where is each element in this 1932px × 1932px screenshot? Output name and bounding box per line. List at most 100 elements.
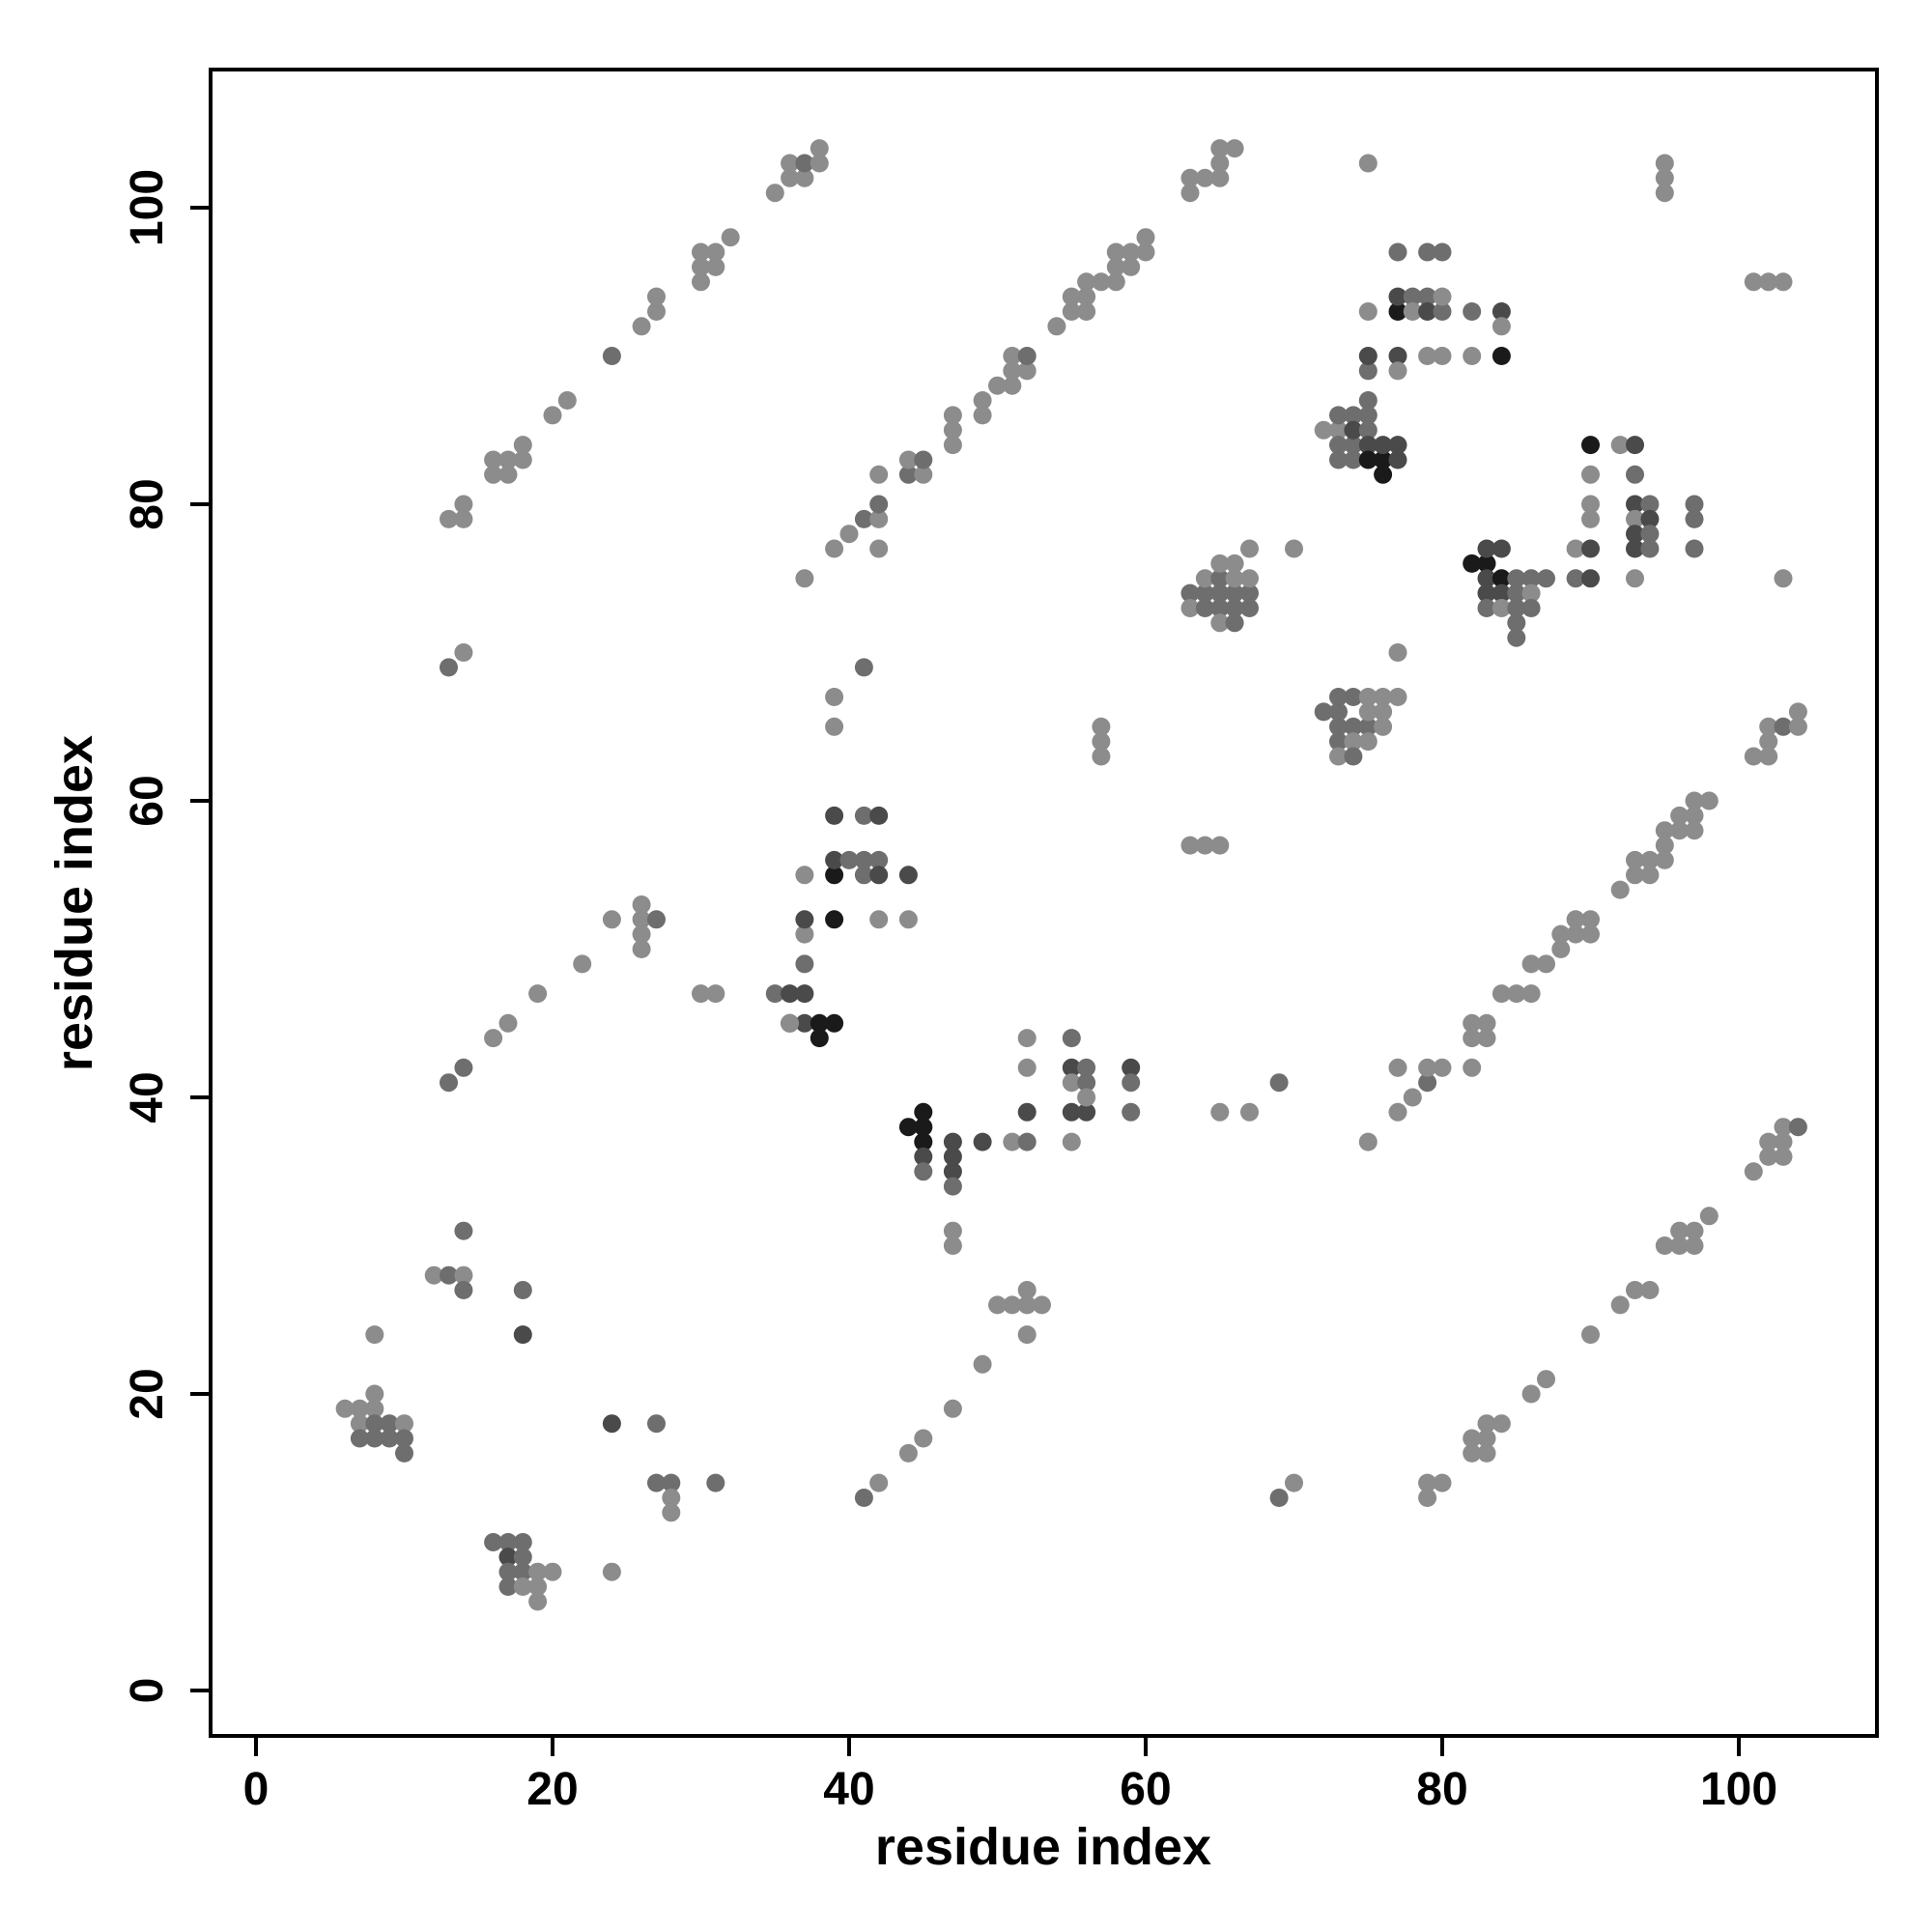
data-point <box>1195 599 1214 617</box>
data-point <box>1358 450 1378 469</box>
data-point <box>1463 1013 1482 1033</box>
data-point <box>1358 420 1378 440</box>
data-point <box>1521 984 1541 1004</box>
data-point <box>1403 1088 1422 1107</box>
data-point <box>1210 139 1230 158</box>
data-point <box>1788 717 1807 736</box>
data-point <box>1210 569 1230 588</box>
y-tick-label: 60 <box>122 775 173 826</box>
data-point <box>1077 1088 1096 1107</box>
data-point <box>1358 361 1378 381</box>
data-point <box>1388 1058 1407 1077</box>
data-point <box>1285 539 1303 558</box>
data-point <box>1225 583 1244 603</box>
data-point <box>1358 688 1378 706</box>
data-point <box>943 436 962 455</box>
data-point <box>454 509 473 528</box>
data-point <box>869 866 889 885</box>
data-point <box>1195 168 1214 187</box>
data-point <box>1092 732 1111 752</box>
data-point <box>647 1414 666 1434</box>
data-point <box>1388 643 1407 662</box>
x-tick-label: 100 <box>1700 1764 1777 1815</box>
data-point <box>973 1354 992 1374</box>
data-point <box>1358 436 1378 455</box>
data-point <box>1581 569 1600 588</box>
data-point <box>1626 495 1644 514</box>
data-point <box>1433 347 1452 365</box>
data-point <box>1388 242 1407 262</box>
data-point <box>1329 717 1348 736</box>
data-point <box>1344 450 1363 469</box>
data-point <box>1463 302 1482 321</box>
data-point <box>1017 361 1037 381</box>
data-point <box>1655 850 1674 869</box>
data-point <box>1358 302 1378 321</box>
data-point <box>869 509 889 528</box>
data-point <box>914 1147 933 1166</box>
x-tick-label: 60 <box>1120 1764 1171 1815</box>
data-point <box>795 984 814 1004</box>
data-point <box>825 910 844 929</box>
data-point <box>543 1562 562 1581</box>
data-point <box>1240 569 1259 588</box>
x-tick-label: 40 <box>823 1764 874 1815</box>
data-point <box>1180 836 1200 855</box>
data-point <box>543 406 562 425</box>
data-point <box>1463 1029 1482 1048</box>
data-point <box>1759 272 1778 292</box>
data-point <box>1581 924 1600 944</box>
data-point <box>1374 436 1393 455</box>
data-point <box>1759 717 1778 736</box>
data-point <box>1626 465 1644 484</box>
data-point <box>440 509 458 528</box>
data-point <box>1358 391 1378 410</box>
data-point <box>1077 302 1096 321</box>
data-point <box>1685 1236 1704 1255</box>
data-point <box>1774 569 1793 588</box>
data-point <box>1003 1295 1022 1315</box>
data-point <box>1418 347 1437 365</box>
data-point <box>1581 1325 1600 1345</box>
data-point <box>395 1414 413 1434</box>
data-point <box>1581 509 1600 528</box>
data-point <box>395 1429 413 1448</box>
data-point <box>1744 1162 1763 1181</box>
data-point <box>1374 450 1393 469</box>
data-point <box>869 539 889 558</box>
data-point <box>1463 554 1482 573</box>
data-point <box>795 866 814 885</box>
data-point <box>1017 1132 1037 1151</box>
data-point <box>1329 732 1348 752</box>
data-point <box>973 1132 992 1151</box>
data-point <box>1418 1058 1437 1077</box>
data-point <box>1433 1058 1452 1077</box>
data-point <box>1581 539 1600 558</box>
data-point <box>1017 1325 1037 1345</box>
data-point <box>1477 1013 1496 1033</box>
data-point <box>854 658 873 677</box>
data-point <box>825 1013 844 1033</box>
data-point <box>1122 257 1141 276</box>
data-point <box>632 940 651 958</box>
data-point <box>1581 436 1600 455</box>
data-point <box>1329 436 1348 455</box>
data-point <box>350 1414 369 1434</box>
data-point <box>1388 347 1407 365</box>
data-point <box>1685 1221 1704 1240</box>
data-point <box>1388 361 1407 381</box>
data-point <box>988 1295 1007 1315</box>
data-point <box>1344 717 1363 736</box>
data-point <box>1610 1295 1630 1315</box>
data-point <box>1047 317 1066 336</box>
data-point <box>706 984 725 1004</box>
data-point <box>1463 1058 1482 1077</box>
data-point <box>498 450 518 469</box>
data-point <box>1358 347 1378 365</box>
data-point <box>513 1562 532 1581</box>
data-point <box>1433 302 1452 321</box>
data-point <box>1566 569 1585 588</box>
data-point <box>795 569 814 588</box>
data-point <box>706 1473 725 1492</box>
data-point <box>1329 747 1348 766</box>
